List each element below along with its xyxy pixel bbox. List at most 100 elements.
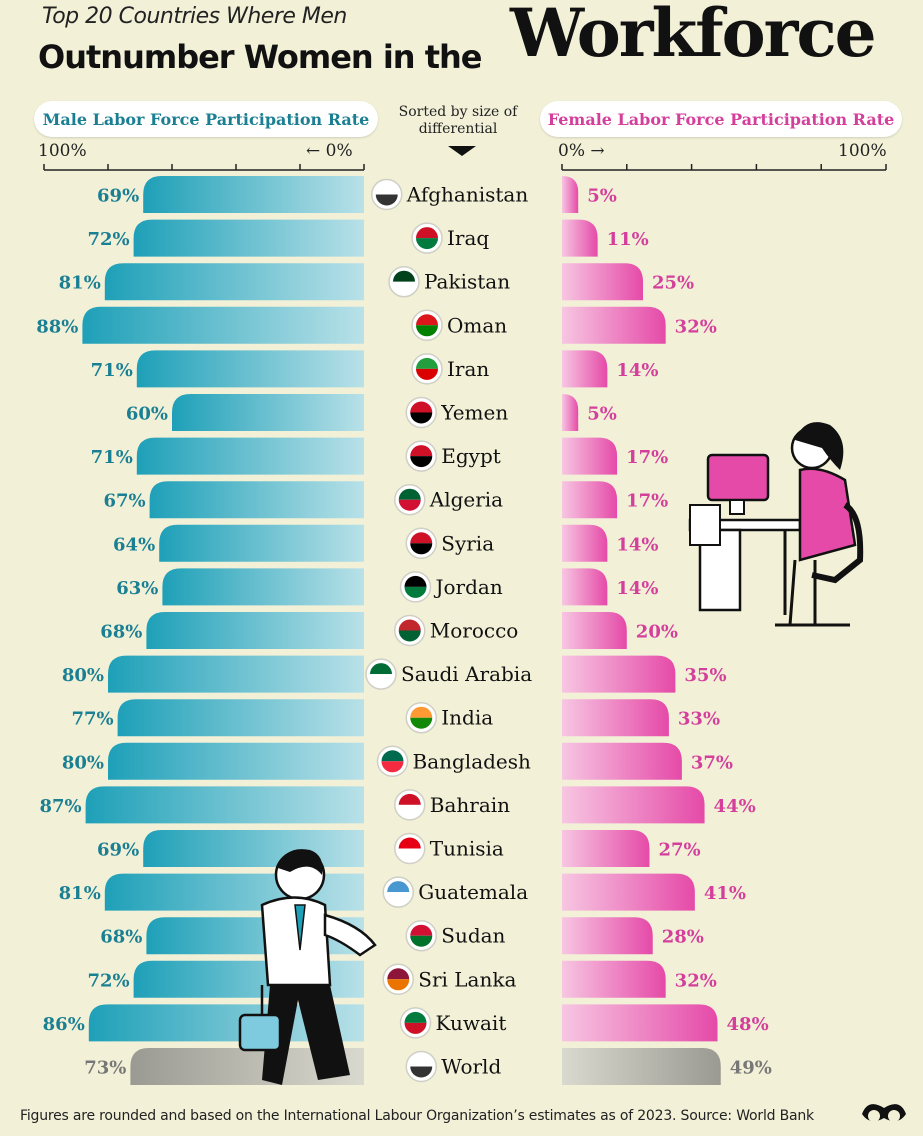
flag-icon-bottom <box>375 194 398 206</box>
female-value-label: 17% <box>626 491 668 512</box>
country-label: Yemen <box>440 401 508 425</box>
flag-icon-bottom <box>416 325 438 337</box>
male-bar-world <box>130 1048 364 1085</box>
woman-at-desk-illustration <box>688 422 864 627</box>
male-bar-india <box>117 699 364 737</box>
female-value-label: 17% <box>626 447 668 468</box>
source-footnote: Figures are rounded and based on the Int… <box>20 1108 814 1124</box>
female-value-label: 25% <box>652 273 694 294</box>
country-label: Sudan <box>441 924 505 948</box>
female-bar-syria <box>562 524 608 562</box>
flag-icon-top <box>410 924 433 936</box>
male-bar-bangladesh <box>108 742 364 780</box>
female-bar-jordan <box>562 568 608 606</box>
male-bar-iraq <box>133 219 364 257</box>
flag-icon-bottom <box>387 979 410 991</box>
male-value-label: 72% <box>87 970 129 991</box>
female-value-label: 28% <box>662 927 704 948</box>
female-bar-india <box>562 699 669 737</box>
flag-icon-top <box>398 619 421 631</box>
male-rate-legend: Male Labor Force Participation Rate <box>34 101 378 137</box>
flag-icon-bottom <box>416 368 438 380</box>
female-value-label: 37% <box>691 752 733 773</box>
female-bar-world <box>562 1048 721 1085</box>
flag-icon-top <box>404 1011 427 1023</box>
female-value-label: 33% <box>678 709 720 730</box>
male-value-label: 68% <box>100 927 142 948</box>
right-axis-max-label: 100% <box>838 141 887 161</box>
female-value-label: 44% <box>714 796 756 817</box>
right-axis-zero-label: 0% → <box>558 141 605 161</box>
male-value-label: 71% <box>91 447 133 468</box>
flag-icon-bottom <box>387 892 410 904</box>
country-label: Iraq <box>447 226 489 250</box>
chart-title-emphasis: Workforce <box>510 0 877 72</box>
flag-icon-top <box>370 663 392 675</box>
flag-icon-bottom <box>370 674 392 686</box>
male-value-label: 60% <box>126 404 168 425</box>
male-value-label: 87% <box>39 796 81 817</box>
male-bar-afghanistan <box>143 176 364 213</box>
country-label: Jordan <box>434 575 503 599</box>
female-bar-guatemala <box>562 873 695 911</box>
flag-icon-bottom <box>416 238 438 250</box>
country-label: Pakistan <box>424 270 510 294</box>
country-label: Bangladesh <box>413 749 532 773</box>
female-bar-yemen <box>562 394 579 431</box>
male-value-label: 73% <box>84 1058 126 1079</box>
female-value-label: 14% <box>616 578 658 599</box>
flag-icon-top <box>410 445 433 457</box>
male-bar-syria <box>159 524 364 562</box>
male-bar-pakistan <box>104 263 365 301</box>
female-bar-pakistan <box>562 263 643 301</box>
male-bar-oman <box>82 306 365 344</box>
male-value-label: 67% <box>103 491 145 512</box>
female-value-label: 14% <box>616 534 658 555</box>
male-value-label: 81% <box>59 883 101 904</box>
axis-ticks <box>43 164 887 171</box>
sort-note-line-1: Sorted by size of <box>398 104 518 120</box>
female-bar-iran <box>562 350 608 388</box>
country-label: Kuwait <box>436 1011 507 1035</box>
female-value-label: 32% <box>675 970 717 991</box>
male-bar-tunisia <box>143 830 364 867</box>
country-label: Sri Lanka <box>418 967 516 991</box>
flag-icon-top <box>416 357 438 369</box>
flag-icon-top <box>410 1055 433 1067</box>
male-value-label: 80% <box>62 665 104 686</box>
female-rate-legend: Female Labor Force Participation Rate <box>540 101 902 137</box>
male-value-label: 86% <box>43 1014 85 1035</box>
male-value-label: 64% <box>113 534 155 555</box>
flag-icon-top <box>393 270 415 282</box>
female-bar-sudan <box>562 917 653 955</box>
left-axis-max-label: 100% <box>38 141 87 161</box>
female-value-label: 41% <box>704 883 746 904</box>
sort-note: Sorted by size of differential <box>388 104 528 138</box>
chart-title: Outnumber Women in the <box>38 38 482 76</box>
sort-note-line-2: differential <box>418 121 498 137</box>
flag-icon-bottom <box>398 804 421 816</box>
country-label: India <box>441 706 493 730</box>
country-label: Afghanistan <box>406 183 529 207</box>
man-with-briefcase-illustration <box>238 849 377 1085</box>
flag-icon-top <box>398 793 421 805</box>
male-value-label: 71% <box>91 360 133 381</box>
female-value-label: 5% <box>587 404 617 425</box>
male-bar-yemen <box>172 394 364 431</box>
flag-icon-bottom <box>398 499 421 511</box>
female-bar-algeria <box>562 481 618 519</box>
flag-icon-bottom <box>404 586 427 598</box>
flag-icon-bottom <box>410 935 433 947</box>
left-axis-zero-label: ← 0% <box>306 141 353 161</box>
flag-icon-bottom <box>398 848 421 860</box>
country-label: Oman <box>447 313 507 337</box>
female-value-label: 14% <box>616 360 658 381</box>
country-label: Morocco <box>430 619 519 643</box>
female-value-label: 32% <box>675 316 717 337</box>
male-value-label: 69% <box>97 186 139 207</box>
country-label: Egypt <box>441 444 501 468</box>
sort-arrow-icon <box>448 146 476 156</box>
flag-icon-top <box>398 837 421 849</box>
flag-icon-bottom <box>410 456 433 468</box>
